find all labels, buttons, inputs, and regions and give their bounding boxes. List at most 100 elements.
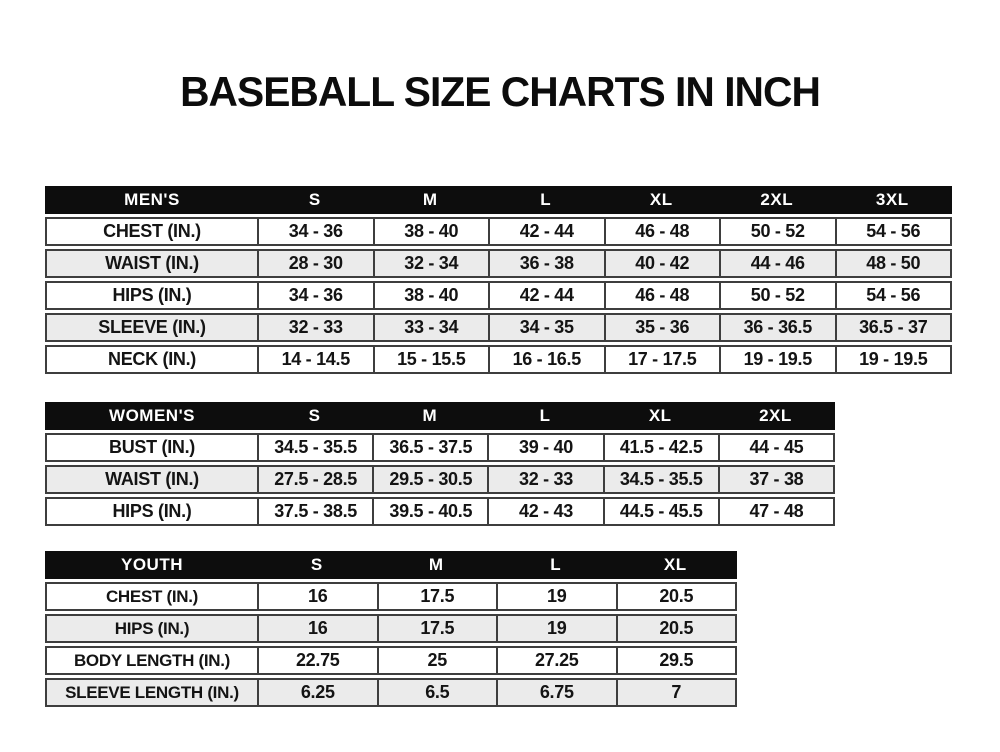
table-title-cell: YOUTH [121,555,183,574]
size-value-cell: 36 - 36.5 [719,315,835,340]
size-value-cell: 40 - 42 [603,251,720,276]
size-value-cell: 46 - 48 [603,219,720,244]
size-value-cell: 39.5 - 40.5 [372,499,487,524]
size-value-cell: 37 - 38 [717,467,833,492]
measurement-label: BUST (IN.) [109,437,195,457]
table-title-cell: MEN'S [124,190,180,209]
size-value-cell: 34.5 - 35.5 [257,435,372,460]
size-value-cell: 17 - 17.5 [603,347,720,372]
size-value-cell: 17.5 [376,584,497,609]
table-row: BODY LENGTH (IN.) 22.75 25 27.25 29.5 [45,646,737,675]
size-value-cell: 6.75 [496,680,616,705]
size-value-cell: 27.5 - 28.5 [257,467,372,492]
size-value-cell: 36.5 - 37 [834,315,951,340]
size-value-cell: 20.5 [615,584,736,609]
size-column-header: M [428,555,444,574]
size-value-cell: 16 - 16.5 [488,347,604,372]
size-value-cell: 29.5 - 30.5 [372,467,487,492]
size-value-cell: 19 - 19.5 [834,347,951,372]
size-column-header: 3XL [875,190,909,209]
size-value-cell: 46 - 48 [603,283,720,308]
size-value-cell: 17.5 [376,616,497,641]
size-value-cell: 44 - 46 [719,251,835,276]
size-column-header: M [422,406,438,425]
womens-header-row: WOMEN'S S M L XL 2XL [45,402,835,430]
table-row: WAIST (IN.) 27.5 - 28.5 29.5 - 30.5 32 - 33… [45,465,835,494]
size-value-cell: 32 - 34 [372,251,489,276]
size-value-cell: 28 - 30 [257,251,373,276]
table-row: CHEST (IN.) 16 17.5 19 20.5 [45,582,737,611]
measurement-label: HIPS (IN.) [114,618,190,638]
table-row: BUST (IN.) 34.5 - 35.5 36.5 - 37.5 39 - 40 4… [45,433,835,462]
size-column-header: S [310,555,323,574]
size-value-cell: 36 - 38 [488,251,604,276]
size-column-header: L [540,190,552,209]
size-column-header: XL [648,406,672,425]
size-column-header: S [308,190,321,209]
table-title-cell: WOMEN'S [109,406,195,425]
size-value-cell: 29.5 [615,648,736,673]
size-value-cell: 50 - 52 [719,283,835,308]
size-value-cell: 41.5 - 42.5 [602,435,718,460]
measurement-label: CHEST (IN.) [105,586,199,606]
size-value-cell: 15 - 15.5 [372,347,489,372]
size-value-cell: 34 - 35 [488,315,604,340]
size-column-header: S [308,406,321,425]
size-value-cell: 22.75 [257,648,377,673]
size-value-cell: 36.5 - 37.5 [372,435,487,460]
size-value-cell: 27.25 [496,648,616,673]
size-value-cell: 6.5 [376,680,497,705]
youth-size-table: YOUTH S M L XL CHEST (IN.) 16 17.5 19 20.5 HIPS (I… [45,551,737,707]
size-value-cell: 32 - 33 [257,315,373,340]
measurement-label: CHEST (IN.) [103,221,201,241]
size-column-header: XL [649,190,673,209]
page-title: BASEBALL SIZE CHARTS IN INCH [180,68,821,115]
youth-header-row: YOUTH S M L XL [45,551,737,579]
size-column-header: 2XL [760,190,794,209]
measurement-label: SLEEVE (IN.) [98,317,206,337]
table-row: HIPS (IN.) 34 - 36 38 - 40 42 - 44 46 - 48 50… [45,281,952,310]
mens-size-table: MEN'S S M L XL 2XL 3XL CHEST (IN.) 34 - 36 38 - 4… [45,186,952,374]
size-value-cell: 48 - 50 [834,251,951,276]
measurement-label: HIPS (IN.) [112,501,192,521]
size-value-cell: 20.5 [615,616,736,641]
table-row: SLEEVE LENGTH (IN.) 6.25 6.5 6.75 7 [45,678,737,707]
size-value-cell: 42 - 44 [488,219,604,244]
size-value-cell: 34 - 36 [257,283,373,308]
size-value-cell: 44.5 - 45.5 [602,499,718,524]
table-row: SLEEVE (IN.) 32 - 33 33 - 34 34 - 35 35 - 36… [45,313,952,342]
measurement-label: NECK (IN.) [108,349,196,369]
measurement-label: WAIST (IN.) [105,253,199,273]
size-column-header: 2XL [759,406,792,425]
measurement-label: SLEEVE LENGTH (IN.) [65,682,239,702]
table-row: NECK (IN.) 14 - 14.5 15 - 15.5 16 - 16.5 17 … [45,345,952,374]
size-value-cell: 38 - 40 [372,283,489,308]
womens-size-table: WOMEN'S S M L XL 2XL BUST (IN.) 34.5 - 35.5 36.5… [45,402,835,526]
size-value-cell: 16 [257,616,377,641]
measurement-label: WAIST (IN.) [105,469,199,489]
size-value-cell: 7 [615,680,736,705]
size-value-cell: 34.5 - 35.5 [602,467,718,492]
size-column-header: L [550,555,562,574]
size-value-cell: 25 [376,648,497,673]
size-value-cell: 54 - 56 [834,283,951,308]
size-column-header: L [539,406,551,425]
measurement-label: HIPS (IN.) [112,285,192,305]
size-value-cell: 42 - 44 [488,283,604,308]
table-row: WAIST (IN.) 28 - 30 32 - 34 36 - 38 40 - 42 4… [45,249,952,278]
size-value-cell: 50 - 52 [719,219,835,244]
table-row: HIPS (IN.) 37.5 - 38.5 39.5 - 40.5 42 - 43 4… [45,497,835,526]
size-value-cell: 19 - 19.5 [719,347,835,372]
table-row: HIPS (IN.) 16 17.5 19 20.5 [45,614,737,643]
size-value-cell: 19 [496,616,616,641]
mens-header-row: MEN'S S M L XL 2XL 3XL [45,186,952,214]
size-column-header: XL [663,555,687,574]
size-value-cell: 39 - 40 [487,435,602,460]
measurement-label: BODY LENGTH (IN.) [73,650,231,670]
size-value-cell: 33 - 34 [372,315,489,340]
table-row: CHEST (IN.) 34 - 36 38 - 40 42 - 44 46 - 48 5… [45,217,952,246]
size-value-cell: 42 - 43 [487,499,602,524]
size-value-cell: 32 - 33 [487,467,602,492]
size-value-cell: 14 - 14.5 [257,347,373,372]
